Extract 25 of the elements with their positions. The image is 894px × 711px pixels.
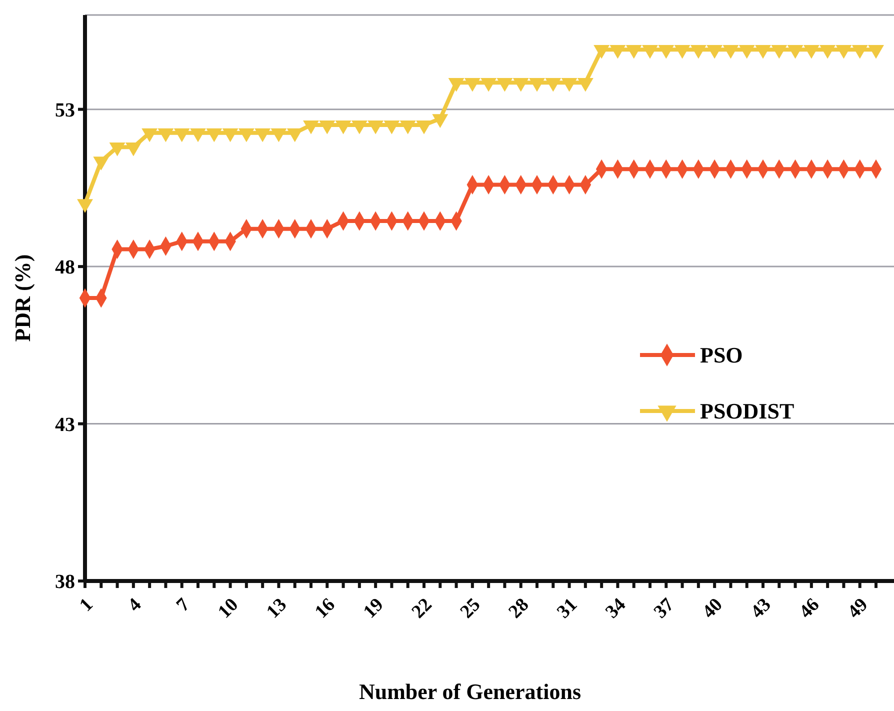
x-tick-label: 46 bbox=[795, 594, 824, 623]
x-tick-label: 19 bbox=[360, 594, 388, 623]
y-tick-label: 48 bbox=[55, 256, 75, 279]
x-axis-title: Number of Generations bbox=[358, 679, 582, 704]
x-tick-label: 1 bbox=[76, 594, 98, 616]
y-tick-label: 53 bbox=[55, 99, 75, 122]
x-tick-label: 10 bbox=[214, 594, 243, 623]
y-tick-label: 38 bbox=[55, 571, 75, 593]
legend-label: PSO bbox=[700, 342, 743, 368]
y-axis-title: PDR (%) bbox=[10, 254, 35, 342]
y-tick-label: 43 bbox=[55, 414, 75, 436]
x-tick-label: 4 bbox=[124, 594, 146, 616]
x-tick-label: 43 bbox=[746, 594, 776, 623]
x-tick-label: 34 bbox=[602, 594, 630, 623]
legend-label: PSODIST bbox=[700, 398, 794, 424]
x-tick-label: 40 bbox=[698, 594, 727, 623]
x-tick-label: 7 bbox=[172, 594, 194, 616]
x-tick-label: 49 bbox=[844, 594, 872, 623]
x-tick-label: 22 bbox=[408, 594, 436, 623]
x-tick-label: 16 bbox=[311, 594, 340, 623]
x-tick-label: 37 bbox=[650, 594, 679, 623]
x-tick-label: 25 bbox=[456, 594, 485, 623]
x-tick-label: 28 bbox=[504, 594, 534, 623]
x-tick-label: 13 bbox=[262, 594, 291, 623]
x-tick-label: 31 bbox=[553, 594, 582, 623]
